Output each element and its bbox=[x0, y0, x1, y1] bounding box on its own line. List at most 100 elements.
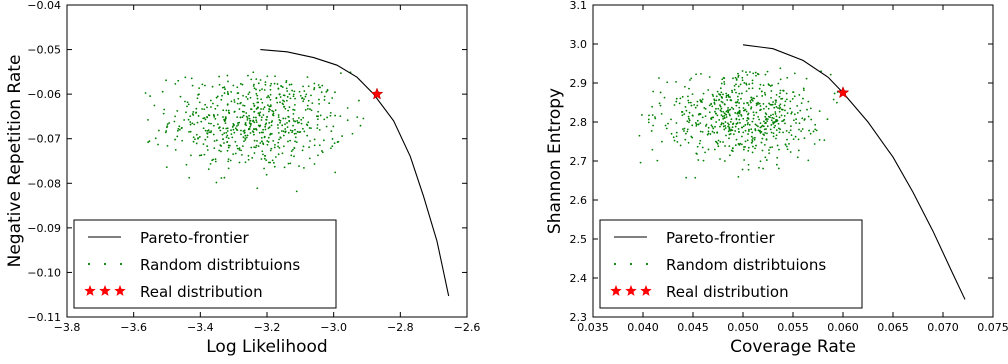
scatter-point bbox=[719, 87, 722, 90]
scatter-point bbox=[252, 128, 255, 130]
scatter-point bbox=[197, 137, 200, 139]
scatter-point bbox=[688, 121, 690, 124]
scatter-point bbox=[220, 98, 223, 101]
scatter-point bbox=[334, 171, 337, 174]
scatter-point bbox=[749, 100, 752, 102]
scatter-point bbox=[316, 124, 319, 126]
scatter-point bbox=[318, 144, 321, 147]
scatter-point bbox=[805, 77, 808, 80]
scatter-point bbox=[188, 131, 190, 133]
scatter-point bbox=[683, 127, 686, 130]
scatter-point bbox=[723, 160, 726, 162]
x-tick-label: −2.8 bbox=[387, 321, 414, 334]
scatter-point bbox=[690, 104, 693, 107]
scatter-point bbox=[833, 92, 836, 95]
scatter-point bbox=[719, 93, 722, 96]
scatter-point bbox=[651, 105, 654, 108]
scatter-point bbox=[757, 73, 760, 76]
scatter-point bbox=[750, 107, 752, 110]
scatter-point bbox=[641, 114, 643, 116]
scatter-point bbox=[734, 130, 737, 132]
scatter-point bbox=[769, 116, 771, 119]
scatter-point bbox=[204, 138, 207, 141]
scatter-point bbox=[770, 114, 772, 117]
scatter-point bbox=[212, 114, 215, 116]
scatter-point bbox=[696, 100, 699, 103]
scatter-point bbox=[278, 93, 281, 96]
scatter-point bbox=[298, 90, 301, 93]
scatter-point bbox=[223, 92, 226, 94]
scatter-point bbox=[773, 106, 776, 109]
scatter-point bbox=[689, 101, 692, 104]
scatter-point bbox=[269, 88, 272, 91]
scatter-point bbox=[209, 99, 212, 102]
scatter-point bbox=[245, 124, 248, 127]
scatter-point bbox=[763, 91, 766, 94]
scatter-point bbox=[228, 112, 231, 115]
scatter-point bbox=[779, 106, 782, 109]
scatter-point bbox=[226, 134, 229, 137]
scatter-point bbox=[206, 145, 209, 148]
scatter-point bbox=[244, 161, 247, 164]
scatter-point bbox=[779, 89, 782, 92]
legend-label: Pareto-frontier bbox=[140, 229, 249, 247]
scatter-point bbox=[165, 130, 168, 132]
scatter-point bbox=[772, 132, 775, 135]
scatter-point bbox=[836, 101, 838, 104]
scatter-point bbox=[165, 79, 167, 82]
scatter-point bbox=[258, 125, 261, 128]
scatter-point bbox=[305, 123, 308, 126]
scatter-point bbox=[758, 87, 761, 90]
scatter-point bbox=[247, 93, 250, 96]
scatter-point bbox=[209, 162, 212, 165]
scatter-point bbox=[743, 82, 746, 84]
scatter-point bbox=[261, 88, 263, 90]
scatter-point bbox=[714, 125, 716, 128]
scatter-point bbox=[249, 96, 252, 99]
scatter-point bbox=[213, 116, 216, 118]
scatter-point bbox=[738, 92, 741, 95]
y-tick-label: −0.10 bbox=[27, 266, 61, 279]
x-tick-label: −3.6 bbox=[120, 321, 147, 334]
scatter-point bbox=[181, 139, 184, 142]
scatter-point bbox=[284, 107, 287, 110]
scatter-point bbox=[328, 102, 331, 105]
plot-frame bbox=[592, 4, 994, 318]
scatter-point bbox=[726, 109, 729, 112]
scatter-point bbox=[339, 115, 342, 118]
scatter-point bbox=[307, 99, 310, 102]
scatter-point bbox=[688, 87, 690, 90]
scatter-point bbox=[790, 134, 793, 137]
scatter-point bbox=[699, 122, 702, 125]
scatter-point bbox=[237, 123, 240, 126]
scatter-point bbox=[711, 93, 714, 96]
scatter-point bbox=[728, 113, 731, 116]
scatter-point bbox=[216, 104, 219, 107]
scatter-point bbox=[673, 139, 676, 142]
scatter-point bbox=[260, 108, 262, 110]
scatter-point bbox=[264, 154, 267, 157]
scatter-point bbox=[223, 176, 226, 179]
scatter-point bbox=[166, 145, 169, 147]
scatter-point bbox=[732, 147, 734, 150]
scatter-point bbox=[262, 131, 264, 134]
legend-scatter-swatch bbox=[613, 262, 617, 266]
scatter-point bbox=[255, 144, 258, 147]
scatter-point bbox=[803, 89, 805, 92]
scatter-point bbox=[288, 106, 291, 109]
scatter-point bbox=[762, 167, 764, 170]
plot-frame bbox=[66, 4, 468, 318]
scatter-point bbox=[742, 117, 745, 120]
scatter-point bbox=[286, 90, 289, 92]
scatter-point bbox=[672, 136, 675, 139]
scatter-point bbox=[796, 156, 799, 159]
scatter-point bbox=[269, 93, 272, 96]
scatter-point bbox=[226, 130, 229, 132]
scatter-point bbox=[278, 138, 280, 141]
scatter-point bbox=[267, 161, 270, 164]
scatter-point bbox=[277, 127, 279, 129]
scatter-point bbox=[236, 86, 239, 89]
scatter-point bbox=[256, 97, 259, 100]
scatter-point bbox=[799, 109, 802, 112]
